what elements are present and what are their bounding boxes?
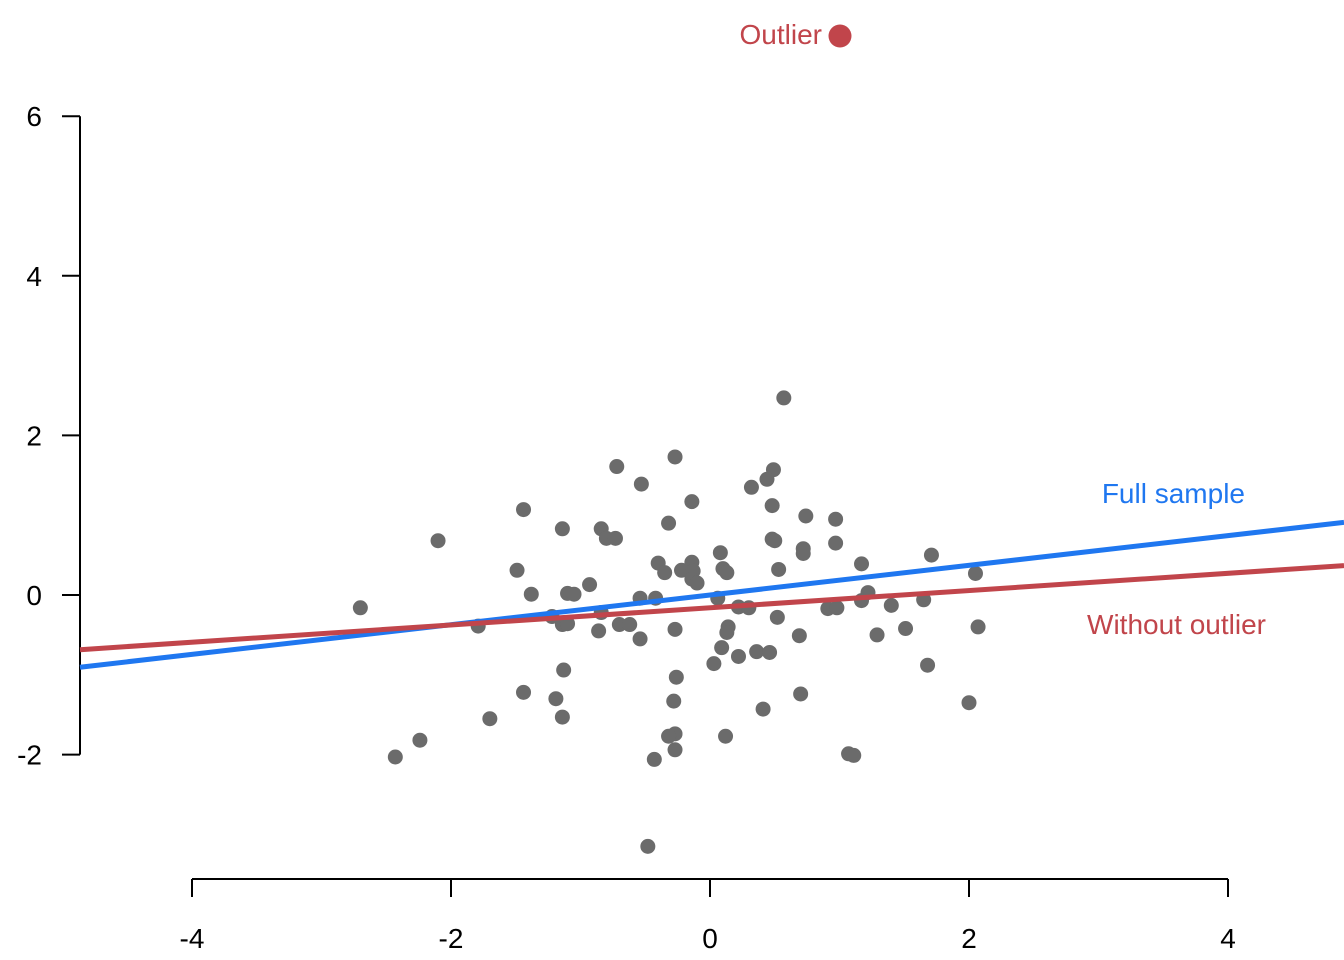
data-point [667,449,683,465]
data-point [609,459,625,475]
y-tick-label: -2 [17,740,42,771]
data-point [771,561,787,577]
data-point [828,535,844,551]
data-point [607,530,623,546]
data-point [767,533,783,549]
data-point [646,751,662,767]
data-point [743,479,759,495]
data-point [548,691,564,707]
outlier-point [828,24,852,48]
x-tick-label: -4 [180,923,205,954]
data-point [961,695,977,711]
data-point [412,732,428,748]
data-point [719,625,735,641]
data-point [749,644,765,660]
data-point [791,628,807,644]
data-point [633,476,649,492]
data-point [482,711,498,727]
data-point [923,547,939,563]
fit-lines [79,519,1344,670]
data-point [661,728,677,744]
x-tick-label: 4 [1220,923,1236,954]
data-point [622,617,638,633]
x-tick-label: 0 [702,923,718,954]
data-point [764,498,780,514]
data-point [730,648,746,664]
data-point [759,471,775,487]
data-point [714,640,730,656]
data-point [611,617,627,633]
data-point [712,545,728,561]
data-point [566,586,582,602]
data-point [430,533,446,549]
data-point [582,577,598,593]
data-point [762,644,778,660]
data-point [719,565,735,581]
data-point [387,749,403,765]
data-point [829,600,845,616]
data-point [883,597,899,613]
fit-line-full-sample [79,519,1344,670]
x-tick-label: 2 [961,923,977,954]
data-point [967,565,983,581]
fit-line-without-outlier [79,563,1344,653]
data-point [769,609,785,625]
data-point [828,511,844,527]
data-point [970,619,986,635]
data-point [666,693,682,709]
data-point [869,627,885,643]
data-point [776,390,792,406]
without-outlier-label: Without outlier [1087,609,1266,640]
data-point [854,556,870,572]
data-point [706,656,722,672]
outlier-label: Outlier [740,19,822,50]
data-point [352,600,368,616]
data-point [661,515,677,531]
data-points [352,390,986,854]
axes: -2 0 2 4 6 -4 -2 0 2 4 [17,101,1236,954]
data-point [795,546,811,562]
data-point [684,494,700,510]
data-point [554,521,570,537]
data-point [898,621,914,637]
data-point [523,586,539,602]
data-point [798,508,814,524]
data-point [657,565,673,581]
data-point [846,747,862,763]
annotations: Outlier Full sample Without outlier [740,19,1266,640]
data-point [556,662,572,678]
data-point [516,684,532,700]
data-point [689,575,705,591]
data-point [718,728,734,744]
y-tick-label: 4 [26,261,42,292]
y-tick-label: 2 [26,420,42,451]
data-point [509,562,525,578]
data-point [793,686,809,702]
full-sample-label: Full sample [1102,478,1245,509]
data-point [516,502,532,518]
data-point [640,838,656,854]
data-point [668,669,684,685]
x-tick-label: -2 [439,923,464,954]
y-tick-label: 0 [26,580,42,611]
data-point [674,562,690,578]
y-tick-label: 6 [26,101,42,132]
data-point [554,709,570,725]
data-point [667,742,683,758]
data-point [667,621,683,637]
data-point [591,623,607,639]
data-point [632,631,648,647]
data-point [920,657,936,673]
data-point [755,701,771,717]
